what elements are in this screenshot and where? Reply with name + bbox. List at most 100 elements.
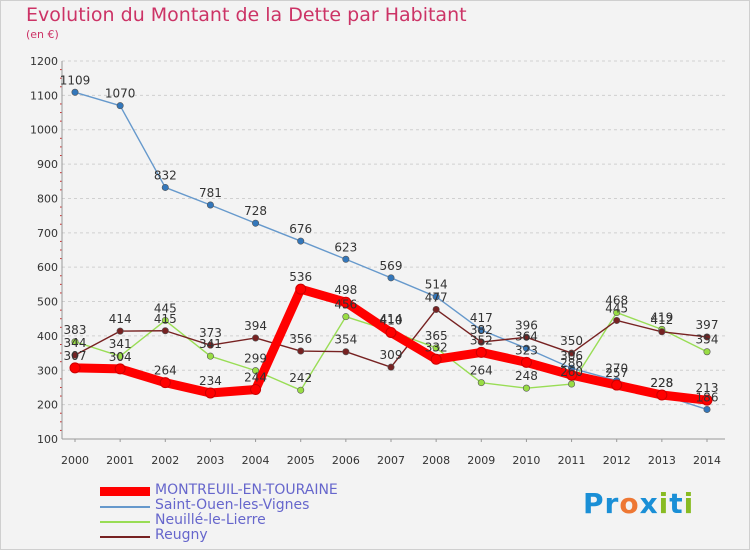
data-label: 373 — [199, 326, 222, 340]
data-label: 468 — [605, 294, 628, 308]
data-label: 341 — [199, 337, 222, 351]
data-label: 356 — [289, 332, 312, 346]
y-tick-label: 400 — [37, 330, 58, 343]
data-label: 260 — [560, 365, 583, 379]
data-label: 623 — [334, 240, 357, 254]
y-minor-tick — [60, 429, 62, 431]
data-label: 270 — [605, 362, 628, 376]
legend-swatch — [100, 505, 150, 508]
x-tick-label: 2010 — [512, 454, 540, 467]
y-minor-tick — [60, 146, 62, 148]
data-point — [295, 283, 307, 295]
data-label: 332 — [425, 340, 448, 354]
data-label: 445 — [605, 301, 628, 315]
x-tick-label: 2008 — [422, 454, 450, 467]
y-minor-tick — [60, 112, 62, 114]
x-tick-label: 2013 — [648, 454, 676, 467]
y-tick-label: 600 — [37, 261, 58, 274]
data-point — [161, 316, 169, 324]
y-minor-tick — [60, 249, 62, 251]
data-point — [252, 367, 260, 375]
legend-label: MONTREUIL-EN-TOURAINE — [155, 482, 338, 498]
data-point — [297, 386, 305, 394]
y-minor-tick — [60, 69, 62, 71]
data-label: 350 — [560, 334, 583, 348]
data-point — [522, 333, 530, 341]
data-point — [701, 394, 713, 406]
x-tick-label: 2014 — [693, 454, 721, 467]
data-label: 186 — [696, 390, 719, 404]
y-tick-label: 300 — [37, 364, 58, 377]
data-label: 306 — [560, 349, 583, 363]
data-label: 244 — [244, 371, 267, 385]
data-point — [477, 338, 485, 346]
legend-label: Neuillé-le-Lierre — [155, 512, 266, 528]
data-point — [568, 349, 576, 357]
data-point — [342, 348, 350, 356]
data-point — [430, 353, 442, 365]
data-label: 394 — [244, 319, 267, 333]
data-label: 382 — [470, 323, 493, 337]
y-tick-label: 1000 — [30, 124, 58, 137]
chart-subtitle: (en €) — [26, 28, 59, 41]
x-tick-label: 2001 — [106, 454, 134, 467]
y-minor-tick — [60, 103, 62, 105]
legend-label: Saint-Ouen-les-Vignes — [155, 497, 310, 513]
x-tick-label: 2007 — [377, 454, 405, 467]
y-minor-tick — [60, 386, 62, 388]
data-point — [206, 352, 214, 360]
data-point — [475, 346, 487, 358]
data-point — [114, 363, 126, 375]
y-minor-tick — [60, 292, 62, 294]
data-point — [477, 379, 485, 387]
logo-letter: o — [619, 487, 640, 520]
legend-swatch — [100, 535, 150, 538]
data-point — [71, 351, 79, 359]
x-tick-label: 2006 — [332, 454, 360, 467]
data-point — [385, 326, 397, 338]
data-point — [159, 377, 171, 389]
y-minor-tick — [60, 258, 62, 260]
legend-label: Reugny — [155, 527, 208, 543]
x-tick-label: 2005 — [287, 454, 315, 467]
data-point — [568, 380, 576, 388]
legend-swatch — [100, 520, 150, 523]
data-point — [432, 305, 440, 313]
data-point — [613, 316, 621, 324]
data-label: 412 — [650, 313, 673, 327]
logo-letter: i — [658, 487, 670, 520]
data-point — [432, 344, 440, 352]
x-tick-label: 2002 — [151, 454, 179, 467]
y-minor-tick — [60, 189, 62, 191]
data-point — [71, 338, 79, 346]
data-label: 354 — [334, 333, 357, 347]
data-point — [656, 389, 668, 401]
data-point — [252, 219, 260, 227]
data-point — [432, 293, 440, 301]
x-tick-label: 2012 — [603, 454, 631, 467]
y-tick-label: 1200 — [30, 55, 58, 68]
data-point — [703, 405, 711, 413]
y-minor-tick — [60, 275, 62, 277]
data-point — [116, 102, 124, 110]
data-label: 264 — [470, 364, 493, 378]
data-label: 344 — [64, 336, 87, 350]
x-tick-label: 2003 — [196, 454, 224, 467]
data-label: 213 — [696, 381, 719, 395]
data-point — [342, 313, 350, 321]
data-label: 445 — [154, 301, 177, 315]
data-label: 242 — [289, 371, 312, 385]
data-label: 228 — [650, 376, 673, 390]
data-point — [387, 274, 395, 282]
data-point — [703, 333, 711, 341]
data-point — [71, 88, 79, 96]
data-label: 414 — [109, 312, 132, 326]
y-minor-tick — [60, 120, 62, 122]
data-label: 417 — [470, 311, 493, 325]
data-label: 419 — [650, 310, 673, 324]
data-label: 1109 — [60, 73, 91, 87]
y-minor-tick — [60, 309, 62, 311]
y-minor-tick — [60, 172, 62, 174]
y-tick-label: 200 — [37, 399, 58, 412]
data-point — [342, 255, 350, 263]
